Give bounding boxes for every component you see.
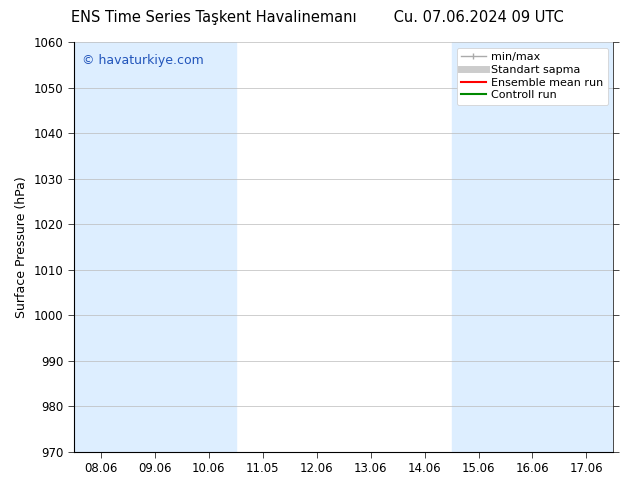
Y-axis label: Surface Pressure (hPa): Surface Pressure (hPa) <box>15 176 28 318</box>
Bar <box>451 42 614 452</box>
Text: ENS Time Series Taşkent Havalinemanı        Cu. 07.06.2024 09 UTC: ENS Time Series Taşkent Havalinemanı Cu.… <box>70 10 564 25</box>
Bar <box>74 42 236 452</box>
Text: © havaturkiye.com: © havaturkiye.com <box>82 54 204 67</box>
Legend: min/max, Standart sapma, Ensemble mean run, Controll run: min/max, Standart sapma, Ensemble mean r… <box>456 48 608 105</box>
